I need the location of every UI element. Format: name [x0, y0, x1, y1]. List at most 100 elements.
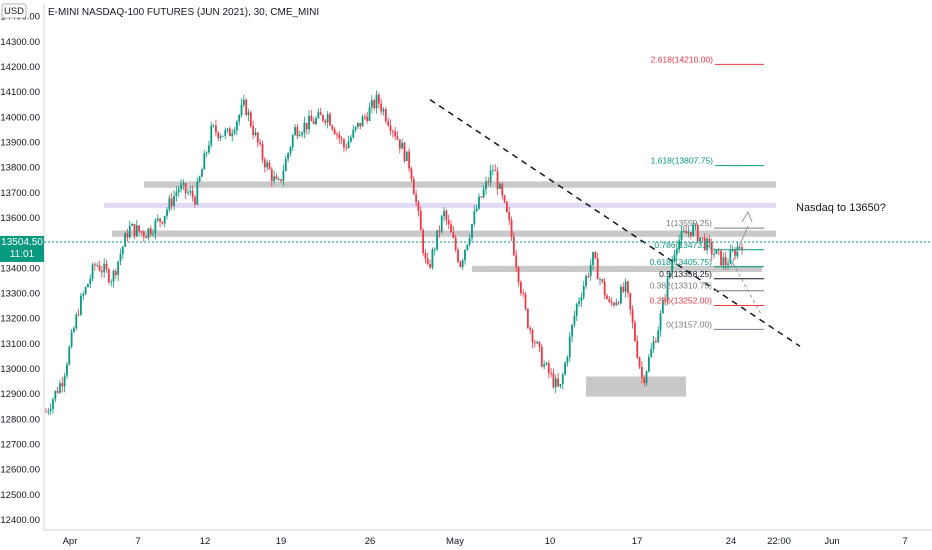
candle-body — [613, 302, 615, 306]
candle-body — [84, 287, 87, 294]
y-tick-label: 12700.00 — [0, 439, 40, 450]
candle-body — [554, 378, 557, 388]
currency-badge[interactable] — [1, 3, 27, 19]
candle-body — [254, 132, 257, 136]
candle-body — [426, 258, 429, 265]
candle-body — [578, 301, 580, 304]
candle-body — [343, 139, 345, 148]
candle-body — [133, 223, 136, 237]
bar-countdown: 11:01 — [10, 249, 35, 260]
candle-body — [131, 223, 134, 226]
candle-body — [117, 261, 120, 275]
fib-label: 0.618(13405.75) — [650, 257, 713, 267]
candle-body — [110, 281, 113, 283]
candle-body — [170, 198, 173, 206]
candle-body — [599, 279, 601, 281]
candle-body — [103, 263, 106, 273]
candle-body — [438, 230, 441, 232]
zone-support-13540 — [112, 230, 776, 237]
fib-label: 2.618(14210.00) — [651, 54, 714, 64]
y-tick-label: 12500.00 — [0, 490, 40, 501]
candle-body — [377, 94, 380, 104]
candle-body — [538, 341, 541, 347]
zone-layer — [104, 181, 776, 397]
candle-body — [741, 246, 743, 250]
trendline[interactable] — [429, 99, 801, 347]
candle-body — [505, 201, 508, 213]
candle-body — [394, 131, 397, 137]
candle-body — [287, 153, 289, 159]
candle-body — [333, 129, 336, 135]
candle-body — [222, 135, 224, 137]
candle-body — [447, 220, 450, 225]
candle-body — [252, 126, 255, 136]
candle-body — [403, 142, 406, 161]
y-tick-label: 13400.00 — [0, 263, 40, 274]
candle-body — [503, 195, 506, 202]
candle-body — [650, 349, 653, 358]
candle-body — [608, 299, 611, 302]
candle-body — [273, 176, 276, 181]
y-tick-label: 13200.00 — [0, 314, 40, 325]
candle-body — [457, 249, 459, 262]
candle-body — [373, 100, 376, 109]
candle-body — [238, 115, 241, 122]
candle-body — [361, 116, 364, 127]
candle-body — [140, 231, 143, 232]
candle-body — [182, 183, 185, 185]
y-tick-label: 14300.00 — [0, 37, 40, 48]
candle-body — [466, 244, 469, 250]
candle-body — [615, 302, 618, 306]
candle-body — [596, 258, 599, 280]
candle-body — [366, 116, 369, 121]
candle-body — [531, 329, 534, 343]
candle-body — [410, 168, 413, 179]
candle-body — [208, 145, 210, 153]
candle-body — [240, 104, 243, 116]
candle-body — [233, 130, 236, 134]
y-tick-label: 13300.00 — [0, 288, 40, 299]
candle-body — [689, 232, 692, 236]
candle-body — [722, 257, 725, 266]
candle-body — [517, 267, 520, 283]
candle-body — [219, 136, 222, 139]
candle-body — [710, 242, 713, 255]
fib-label: 0.236(13252.00) — [650, 296, 713, 306]
candle-body — [468, 238, 471, 245]
x-tick-label: 10 — [545, 536, 556, 547]
zone-demand-12930 — [586, 376, 686, 397]
candle-body — [487, 181, 490, 183]
fib-label: 0.5(13358.25) — [659, 269, 712, 279]
candle-body — [382, 109, 385, 112]
candle-body — [177, 189, 180, 193]
x-tick-label: 22:00 — [767, 536, 791, 547]
candle-body — [571, 324, 573, 337]
candle-body — [217, 132, 220, 139]
x-tick-label: 19 — [276, 536, 287, 547]
candle-body — [298, 134, 301, 137]
candle-body — [701, 237, 704, 239]
candle-body — [540, 346, 543, 367]
candle-body — [433, 249, 436, 251]
candle-body — [675, 249, 678, 255]
candle-body — [636, 340, 639, 358]
candle-body — [329, 114, 331, 126]
candle-body — [699, 237, 702, 242]
candle-body — [135, 225, 138, 237]
candle-body — [96, 265, 99, 267]
candle-body — [93, 264, 96, 266]
candle-body — [729, 250, 732, 264]
candle-body — [580, 297, 583, 302]
candle-body — [126, 233, 129, 238]
candle-body — [203, 153, 206, 170]
candle-body — [212, 125, 215, 127]
candle-body — [589, 264, 592, 277]
candle-body — [384, 109, 387, 122]
candle-body — [485, 181, 487, 190]
candle-body — [354, 126, 357, 130]
candle-body — [61, 383, 64, 387]
candle-body — [545, 363, 548, 365]
candle-body — [73, 328, 75, 332]
candle-body — [550, 373, 553, 374]
